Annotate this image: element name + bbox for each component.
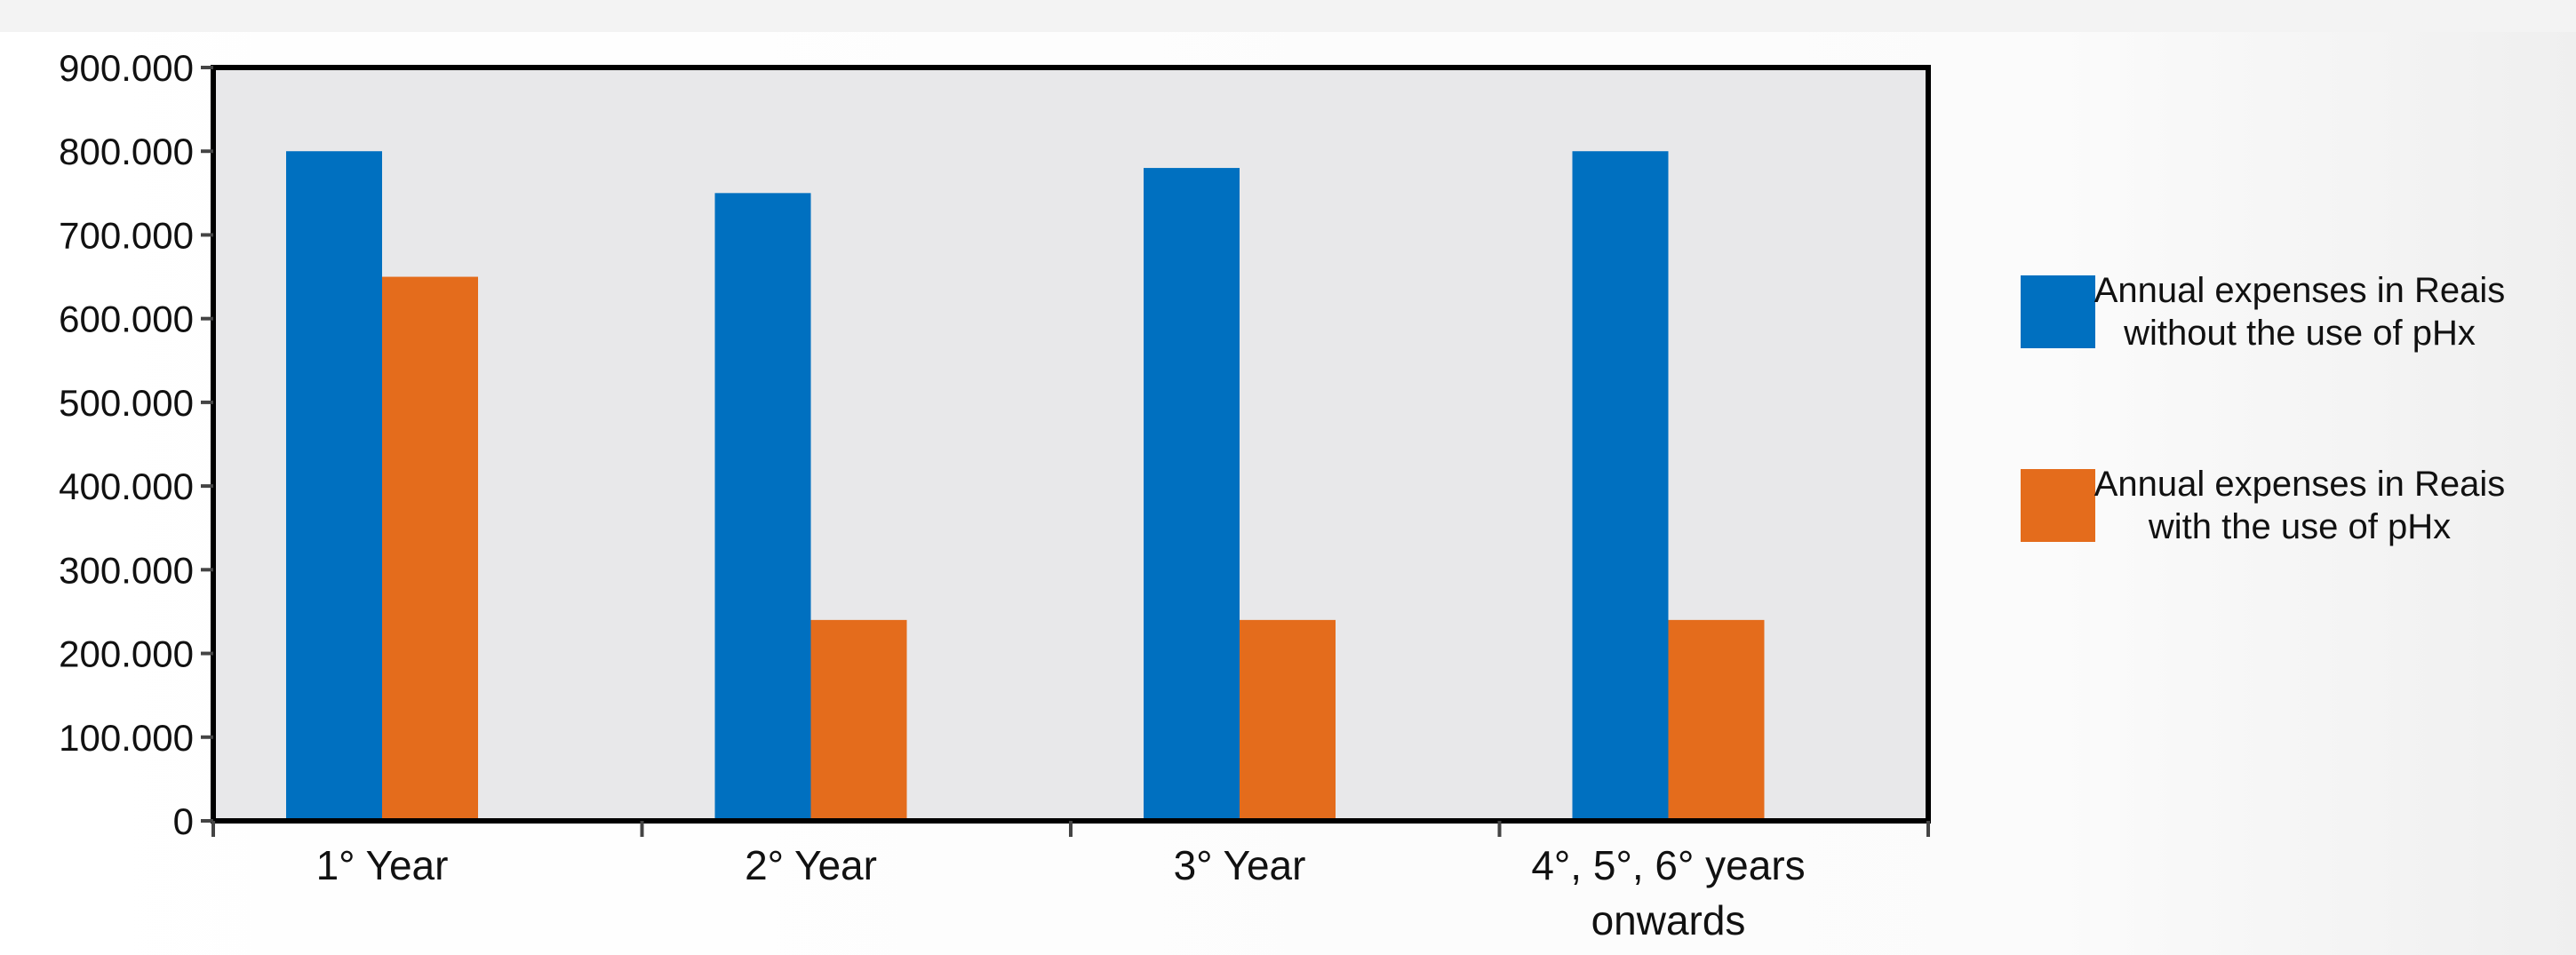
y-tick-label: 600.000	[59, 298, 194, 340]
bar-without-phx-4	[1572, 151, 1669, 821]
bar-with-phx-2	[810, 619, 907, 821]
legend-label: Annual expenses in Reais without the use …	[2094, 271, 2506, 353]
legend-label: Annual expenses in Reais with the use of …	[2094, 465, 2506, 546]
x-tick-label: 3° Year	[1174, 842, 1306, 888]
y-tick-label: 300.000	[59, 549, 194, 591]
x-tick-label: 1° Year	[316, 842, 449, 888]
y-tick-label: 100.000	[59, 717, 194, 759]
y-tick-label: 700.000	[59, 214, 194, 256]
bar-with-phx-1	[382, 276, 478, 821]
legend-swatch	[2021, 469, 2095, 542]
x-tick-label: 2° Year	[745, 842, 877, 888]
y-tick-label: 0	[173, 800, 194, 842]
y-tick-label: 400.000	[59, 466, 194, 507]
y-tick-label: 500.000	[59, 382, 194, 424]
y-tick-label: 900.000	[59, 47, 194, 89]
y-axis: 0 100.000 200.000 300.000 400.000 500.000 600.…	[59, 47, 213, 842]
legend-swatch	[2021, 275, 2095, 348]
bars-layer	[286, 151, 1765, 822]
x-axis: 1° Year 2° Year 3° Year 4°, 5°, 6° years onw…	[211, 821, 1930, 943]
y-tick-label: 200.000	[59, 633, 194, 675]
bar-without-phx-1	[286, 151, 382, 821]
y-tick-label: 800.000	[59, 131, 194, 172]
x-tick-label: 4°, 5°, 6° years onwards	[1531, 842, 1805, 943]
legend: Annual expenses in Reais without the use …	[2021, 271, 2505, 546]
bar-with-phx-4	[1668, 619, 1765, 821]
bar-without-phx-3	[1144, 168, 1240, 822]
bar-with-phx-3	[1240, 619, 1336, 821]
bar-without-phx-2	[714, 193, 811, 822]
